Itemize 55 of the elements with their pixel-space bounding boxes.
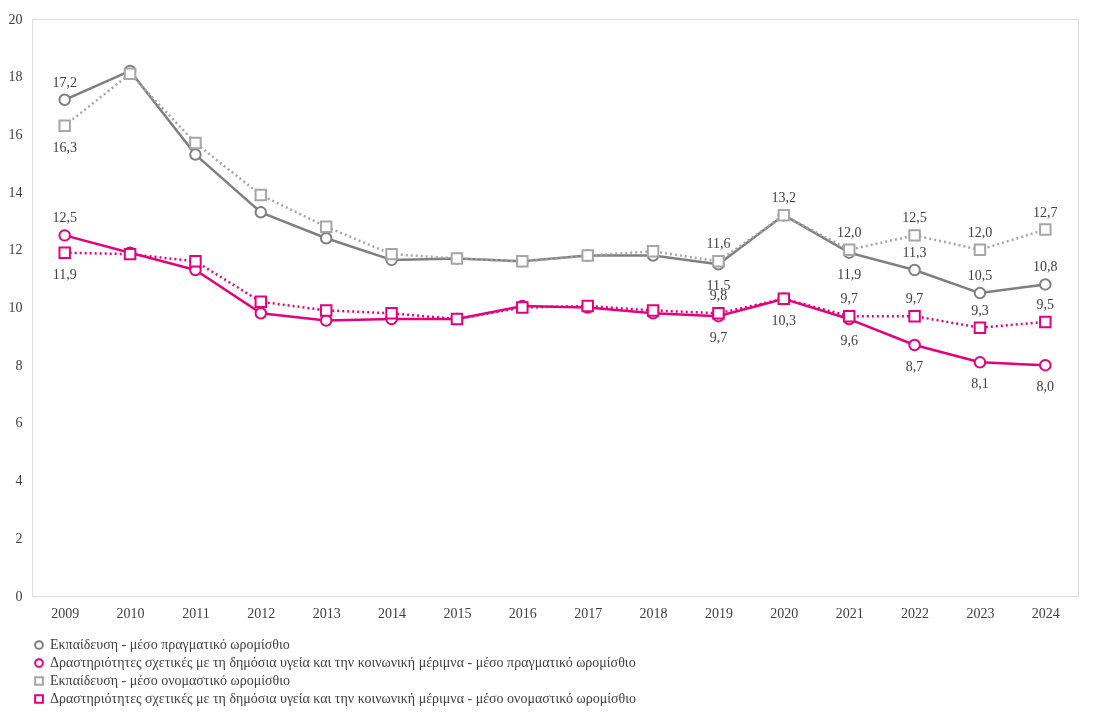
x-tick-label: 2016 — [508, 605, 537, 621]
y-tick-label: 12 — [8, 242, 23, 258]
data-label: 10,3 — [771, 312, 797, 328]
y-tick-label: 16 — [8, 126, 23, 142]
data-label: 16,3 — [52, 139, 77, 155]
x-tick-label: 2020 — [770, 605, 799, 621]
x-tick-label: 2010 — [116, 605, 145, 621]
data-label: 9,3 — [971, 302, 989, 318]
x-tick-label: 2011 — [182, 605, 210, 621]
data-label: 8,1 — [971, 376, 989, 392]
data-label: 12,5 — [52, 210, 77, 226]
y-tick-label: 10 — [8, 300, 23, 315]
x-tick-label: 2009 — [51, 605, 80, 621]
data-label: 12,0 — [967, 224, 993, 240]
y-tick-label: 2 — [15, 530, 23, 546]
data-label: 17,2 — [52, 74, 77, 90]
x-tick-label: 2023 — [966, 605, 995, 621]
data-label: 12,7 — [1033, 204, 1058, 220]
y-tick-label: 4 — [15, 473, 23, 489]
data-label: 9,7 — [840, 291, 858, 307]
legend-label: Εκπαίδευση - μέσο ονομαστικό ωρομίσθιο — [50, 673, 290, 688]
data-label: 11,9 — [52, 266, 77, 282]
x-tick-label: 2015 — [443, 605, 472, 621]
y-tick-label: 6 — [15, 415, 23, 431]
y-tick-label: 18 — [8, 69, 23, 85]
data-label: 8,7 — [905, 359, 924, 375]
y-tick-label: 8 — [15, 357, 23, 373]
legend-label: Δραστηριότητες σχετικές με τη δημόσια υγεία και την κοινωνική μέριμνα - μέσο ονομαστικό ωρομίσθιο — [50, 691, 636, 706]
x-tick-label: 2022 — [901, 605, 930, 621]
data-label: 13,2 — [771, 190, 797, 206]
x-tick-label: 2019 — [704, 605, 733, 621]
data-label: 10,5 — [967, 268, 993, 284]
x-tick-label: 2017 — [574, 605, 603, 621]
y-tick-label: 20 — [8, 11, 23, 27]
legend-label: Δραστηριότητες σχετικές με τη δημόσια υγεία και την κοινωνική μέριμνα - μέσο πραγματικό ωρομίσθιο — [50, 655, 636, 670]
data-label: 12,5 — [902, 210, 927, 226]
x-tick-label: 2013 — [312, 605, 341, 621]
data-label: 12,0 — [836, 224, 862, 240]
x-tick-label: 2024 — [1031, 605, 1060, 621]
data-label: 9,5 — [1036, 296, 1055, 312]
data-label: 11,6 — [706, 236, 731, 252]
data-label: 9,7 — [709, 330, 728, 346]
y-tick-label: 14 — [8, 184, 23, 200]
data-label: 9,7 — [905, 291, 924, 307]
data-label: 11,3 — [902, 244, 927, 260]
data-label: 8,0 — [1036, 379, 1055, 395]
x-tick-label: 2021 — [835, 605, 864, 621]
x-tick-label: 2018 — [639, 605, 668, 621]
legend-label: Εκπαίδευση - μέσο πραγματικό ωρομίσθιο — [50, 637, 290, 652]
data-label: 11,9 — [837, 266, 862, 282]
data-label: 10,8 — [1033, 259, 1058, 275]
y-tick-label: 0 — [15, 588, 23, 604]
x-tick-label: 2012 — [247, 605, 276, 621]
x-tick-label: 2014 — [378, 605, 407, 621]
data-label: 9,6 — [840, 333, 858, 349]
